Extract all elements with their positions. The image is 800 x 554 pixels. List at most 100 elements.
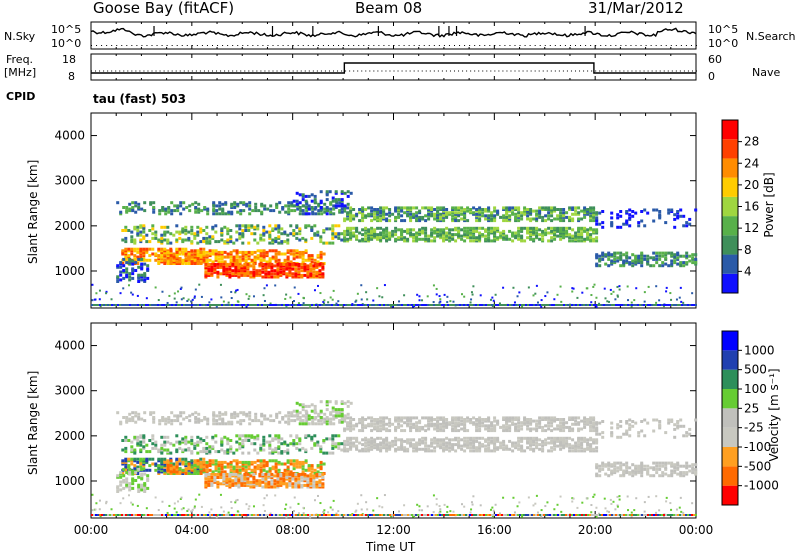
power-cell — [230, 212, 234, 216]
power-cell — [463, 215, 467, 219]
power-cell — [164, 207, 168, 211]
velocity-cell — [370, 419, 374, 423]
power-cell — [343, 206, 347, 210]
power-cell — [403, 206, 407, 210]
power-cell — [264, 266, 268, 269]
velocity-cell — [574, 422, 578, 426]
velocity-cell — [298, 422, 302, 426]
velocity-cell — [475, 447, 479, 451]
power-cell — [291, 262, 295, 266]
power-cell — [388, 234, 392, 238]
power-cell — [379, 206, 383, 210]
power-cell — [670, 253, 674, 257]
velocity-cell — [595, 439, 599, 443]
power-cell — [508, 214, 512, 218]
power-cell — [676, 262, 680, 266]
velocity-cell — [211, 437, 215, 441]
velocity-cell — [288, 480, 292, 484]
velocity-cell — [625, 421, 629, 425]
power-cell — [184, 252, 188, 256]
velocity-cell — [331, 437, 335, 441]
power-cell — [496, 236, 500, 240]
velocity-cell — [288, 476, 292, 479]
velocity-cell — [541, 416, 545, 420]
power-cell — [439, 229, 443, 233]
power-cell — [243, 273, 247, 277]
velocity-cell — [481, 436, 485, 440]
power-cell — [355, 234, 359, 238]
velocity-cell — [193, 460, 197, 464]
velocity-cell — [646, 467, 650, 471]
power-cell — [439, 208, 443, 211]
velocity-cell — [349, 427, 353, 431]
power-cell — [116, 201, 120, 205]
power-cell — [541, 229, 545, 233]
velocity-cell — [243, 479, 247, 483]
velocity-cell — [475, 439, 479, 443]
power-cell — [301, 204, 305, 208]
power-cell — [601, 225, 605, 229]
velocity-cell — [145, 443, 149, 447]
velocity-cell — [406, 439, 410, 443]
velocity-cell — [131, 416, 135, 419]
power-cell — [238, 262, 242, 265]
velocity-cell — [685, 466, 689, 470]
velocity-cell — [215, 419, 219, 423]
velocity-cell — [175, 467, 179, 471]
velocity-cell — [258, 472, 262, 476]
velocity-cell — [652, 418, 656, 422]
velocity-cell — [148, 464, 152, 468]
nave-right-bottom: 0 — [708, 70, 715, 83]
velocity-cell — [442, 441, 446, 445]
velocity-cell — [379, 447, 383, 451]
velocity-cell — [218, 417, 222, 421]
velocity-cell — [241, 464, 245, 468]
power-cell — [478, 212, 482, 216]
power-cell — [466, 236, 470, 240]
power-cell — [388, 211, 392, 215]
power-cell — [142, 258, 146, 262]
velocity-cell — [254, 412, 258, 416]
velocity-cell — [197, 420, 201, 424]
velocity-cell — [469, 441, 473, 445]
power-cell — [571, 217, 575, 221]
velocity-cell — [199, 468, 203, 472]
velocity-cell — [550, 436, 554, 440]
velocity-cell — [643, 467, 647, 471]
velocity-cell — [169, 459, 173, 463]
power-cell — [424, 234, 428, 238]
noise-search-dot — [544, 45, 546, 46]
power-cell — [382, 234, 386, 238]
velocity-cell — [160, 459, 164, 463]
velocity-cell — [349, 443, 353, 447]
velocity-cell — [181, 437, 185, 441]
power-cell — [268, 236, 272, 240]
freq-label-2: [MHz] — [4, 66, 37, 79]
velocity-cell — [191, 412, 195, 416]
power-cell — [312, 275, 316, 279]
power-cell — [210, 266, 214, 269]
noise-search-dot — [378, 45, 380, 46]
power-cell — [664, 221, 668, 225]
power-cell — [204, 270, 208, 274]
power-cell — [157, 262, 161, 265]
power-cell — [229, 250, 233, 254]
velocity-cell — [376, 422, 380, 426]
velocity-cell — [538, 443, 542, 447]
velocity-cell — [212, 414, 216, 418]
nave-dot — [349, 70, 351, 72]
nave-dot — [320, 70, 322, 72]
power-cell — [312, 266, 316, 269]
velocity-cell — [181, 457, 185, 461]
velocity-cell — [433, 439, 437, 443]
velocity-cell — [321, 483, 325, 487]
velocity-cell — [493, 449, 497, 453]
velocity-cell — [269, 419, 273, 423]
velocity-cell — [583, 418, 587, 421]
velocity-cell — [306, 474, 310, 478]
velocity-cell — [394, 418, 398, 421]
power-cell — [223, 255, 227, 259]
velocity-cell — [385, 436, 389, 440]
power-cell — [493, 233, 497, 237]
velocity-cell — [670, 469, 674, 473]
